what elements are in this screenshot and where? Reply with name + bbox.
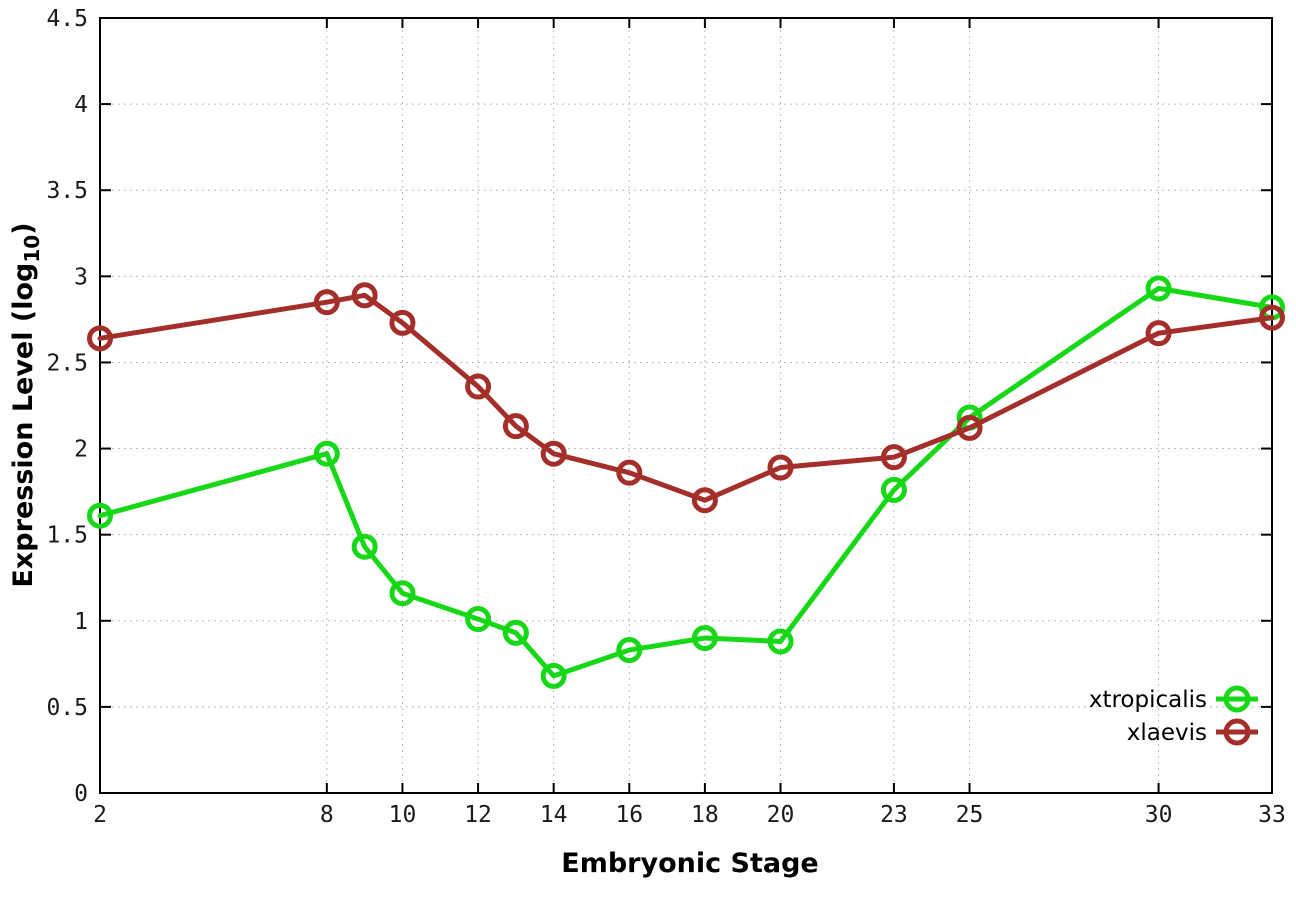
data-point-xtropicalis-stage-2 bbox=[87, 502, 113, 529]
data-point-xtropicalis-stage-20 bbox=[767, 628, 794, 655]
y-tick-label: 2.5 bbox=[46, 350, 88, 376]
data-point-xtropicalis-stage-16 bbox=[616, 637, 643, 664]
x-tick-label: 12 bbox=[464, 802, 492, 828]
x-tick-label: 33 bbox=[1258, 802, 1286, 828]
data-point-xtropicalis-stage-13 bbox=[502, 619, 529, 646]
y-tick-label: 0.5 bbox=[46, 695, 88, 721]
y-axis-title: Expression Level (log10) bbox=[8, 222, 44, 587]
legend-label-xtropicalis: xtropicalis bbox=[1089, 687, 1207, 713]
data-series bbox=[87, 275, 1285, 689]
x-tick-label: 25 bbox=[956, 802, 984, 828]
data-point-xtropicalis-stage-9 bbox=[351, 533, 378, 560]
y-tick-label: 3.5 bbox=[46, 178, 88, 204]
x-tick-label: 30 bbox=[1145, 802, 1173, 828]
x-tick-label: 16 bbox=[615, 802, 643, 828]
data-point-xlaevis-stage-20 bbox=[767, 454, 794, 481]
legend: xtropicalis xlaevis bbox=[1089, 685, 1258, 746]
x-tick-label: 14 bbox=[540, 802, 568, 828]
data-point-xlaevis-stage-23 bbox=[880, 444, 907, 471]
x-tick-label: 10 bbox=[389, 802, 417, 828]
legend-marker-xtropicalis-icon bbox=[1216, 685, 1258, 713]
data-point-xlaevis-stage-30 bbox=[1145, 320, 1172, 347]
axis-ticks bbox=[99, 17, 1273, 794]
data-point-xlaevis-stage-2 bbox=[87, 325, 113, 352]
series-xtropicalis bbox=[87, 275, 1285, 689]
data-point-xtropicalis-stage-30 bbox=[1145, 275, 1172, 302]
y-tick-label: 0 bbox=[74, 781, 88, 807]
y-tick-label: 3 bbox=[74, 264, 88, 290]
data-point-xlaevis-stage-12 bbox=[465, 373, 492, 400]
data-point-xlaevis-stage-33 bbox=[1259, 304, 1285, 331]
data-point-xlaevis-stage-18 bbox=[691, 487, 718, 514]
x-axis-title: Embryonic Stage bbox=[561, 848, 818, 879]
legend-label-xlaevis: xlaevis bbox=[1127, 720, 1207, 746]
x-tick-label: 8 bbox=[320, 802, 334, 828]
y-tick-label: 2 bbox=[74, 437, 88, 463]
x-tick-label: 18 bbox=[691, 802, 719, 828]
x-tick-label: 2 bbox=[93, 802, 107, 828]
x-tick-label: 23 bbox=[880, 802, 908, 828]
y-tick-label: 1.5 bbox=[46, 523, 88, 549]
data-point-xtropicalis-stage-14 bbox=[540, 662, 567, 689]
x-tick-label: 20 bbox=[767, 802, 795, 828]
data-point-xtropicalis-stage-18 bbox=[691, 625, 718, 651]
data-point-xtropicalis-stage-12 bbox=[465, 606, 492, 633]
legend-marker-xlaevis-icon bbox=[1216, 718, 1258, 746]
data-point-xlaevis-stage-9 bbox=[351, 282, 378, 309]
data-point-xlaevis-stage-16 bbox=[616, 459, 643, 486]
grid-lines bbox=[100, 18, 1272, 793]
data-point-xlaevis-stage-8 bbox=[313, 289, 340, 316]
plot-border bbox=[99, 17, 1273, 794]
data-point-xlaevis-stage-14 bbox=[540, 440, 567, 467]
y-tick-labels: 0 0.5 1 1.5 2 2.5 3 3.5 4 4.5 bbox=[46, 6, 88, 807]
data-point-xlaevis-stage-10 bbox=[389, 309, 416, 336]
y-tick-label: 4.5 bbox=[46, 6, 88, 32]
data-point-xtropicalis-stage-10 bbox=[389, 580, 416, 607]
data-point-xtropicalis-stage-8 bbox=[313, 440, 340, 467]
data-point-xtropicalis-stage-23 bbox=[880, 476, 907, 503]
data-point-xlaevis-stage-25 bbox=[956, 414, 983, 441]
y-tick-label: 4 bbox=[74, 92, 88, 118]
series-xlaevis bbox=[87, 282, 1285, 514]
x-tick-labels: 2 8 10 12 14 16 18 20 23 25 30 33 bbox=[93, 802, 1286, 828]
y-tick-label: 1 bbox=[74, 609, 88, 635]
data-point-xlaevis-stage-13 bbox=[502, 413, 529, 440]
